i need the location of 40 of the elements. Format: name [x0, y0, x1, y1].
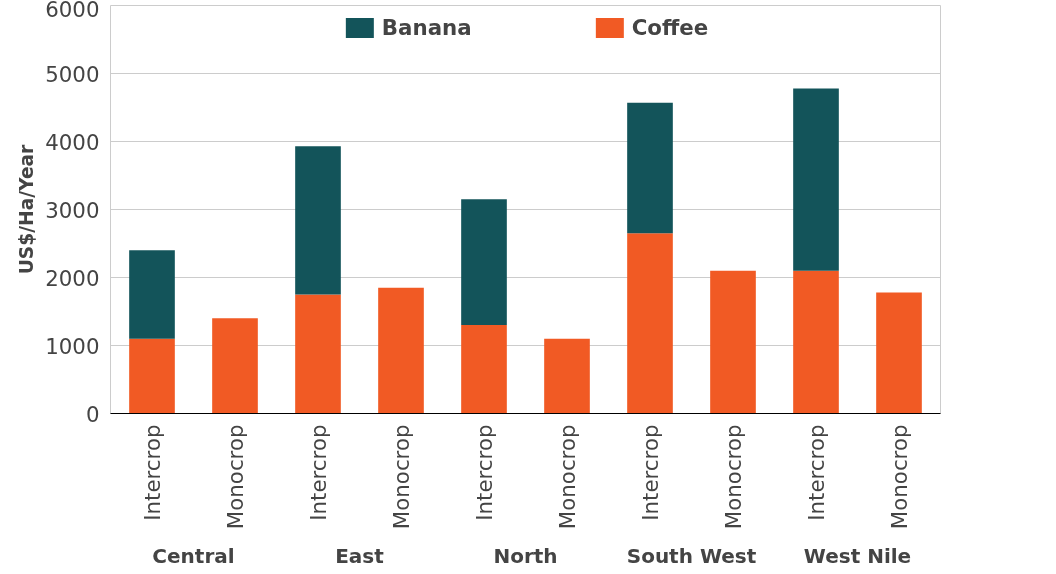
y-tick-label: 6000: [45, 0, 100, 22]
text: West Nile: [803, 543, 912, 568]
x-tick-label: Intercrop: [305, 424, 331, 521]
text: South West: [626, 543, 757, 568]
y-tick-label: 4000: [45, 129, 100, 155]
x-tick-label: Intercrop: [637, 424, 663, 521]
bar: [129, 338, 175, 414]
legend-label: Banana: [381, 15, 472, 40]
bar: [544, 338, 590, 414]
x-tick-label: Monocrop: [554, 424, 580, 530]
bar: [793, 270, 839, 414]
x-tick-label: Monocrop: [222, 424, 248, 530]
bar: [461, 199, 507, 326]
y-tick-label: 5000: [45, 61, 100, 87]
bar: [627, 102, 673, 234]
x-tick-label: Intercrop: [803, 424, 829, 521]
x-tick-label: Monocrop: [886, 424, 912, 530]
bar: [461, 325, 507, 414]
y-tick-label: 3000: [45, 197, 100, 223]
y-tick-label: 0: [85, 401, 100, 427]
bar: [627, 233, 673, 414]
bar: [295, 294, 341, 414]
text: East: [335, 543, 385, 568]
text: Central: [152, 543, 235, 568]
x-tick-label: Monocrop: [388, 424, 414, 530]
bar: [129, 250, 175, 339]
bar: [793, 88, 839, 271]
bar: [378, 287, 424, 414]
bar: [295, 146, 341, 295]
legend-label: Coffee: [631, 15, 709, 40]
y-axis-title: US$/Ha/Year: [16, 143, 38, 275]
x-tick-label: Intercrop: [139, 424, 165, 521]
bar: [876, 292, 922, 414]
x-tick-label: Intercrop: [471, 424, 497, 521]
y-tick-label: 1000: [45, 333, 100, 359]
bar: [710, 270, 756, 414]
text: North: [493, 543, 558, 568]
y-tick-label: 2000: [45, 265, 100, 291]
bar: [212, 318, 258, 414]
x-tick-label: Monocrop: [720, 424, 746, 530]
